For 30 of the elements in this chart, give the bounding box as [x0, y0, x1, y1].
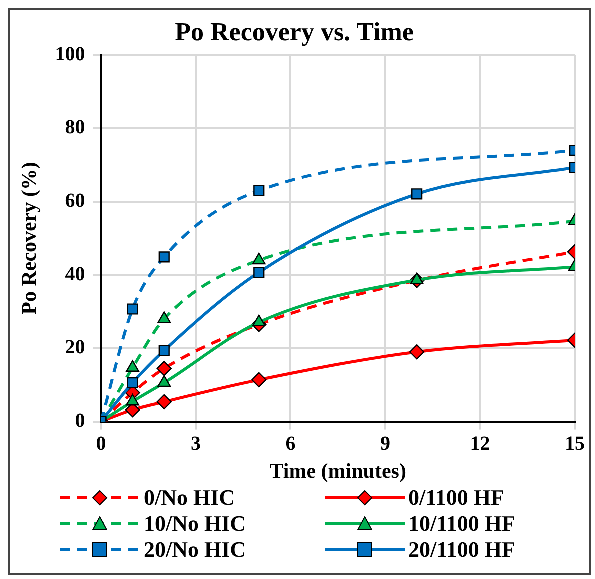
x-tick-label: 6 — [286, 432, 296, 455]
y-tick-label: 0 — [75, 410, 86, 432]
x-tick-label: 0 — [96, 432, 106, 455]
point — [254, 185, 265, 196]
chart-title: Po Recovery vs. Time — [175, 17, 414, 46]
x-tick-label: 15 — [565, 432, 585, 455]
y-axis-title: Po Recovery (%) — [17, 162, 42, 315]
point — [156, 394, 172, 410]
legend-label: 10/No HIC — [144, 511, 246, 537]
point — [127, 304, 138, 315]
point — [252, 372, 267, 388]
legend-label: 0/1100 HF — [408, 485, 504, 511]
x-tick-label: 12 — [470, 432, 490, 455]
point — [254, 267, 265, 278]
point — [156, 361, 172, 376]
x-axis-title: Time (minutes) — [270, 458, 406, 483]
point — [127, 377, 138, 388]
legend-label: 0/No HIC — [144, 485, 236, 511]
y-tick-label: 100 — [55, 43, 86, 66]
legend-label: 20/No HIC — [144, 537, 246, 563]
x-tick-label: 9 — [380, 432, 390, 455]
y-tick-label: 40 — [65, 263, 86, 286]
y-tick-label: 80 — [65, 116, 86, 139]
point — [158, 345, 170, 356]
legend-label: 10/1100 HF — [408, 511, 516, 537]
y-tick-label: 60 — [65, 190, 86, 212]
point — [158, 252, 170, 263]
legend-label: 20/1100 HF — [408, 537, 516, 563]
y-tick-label: 20 — [65, 336, 86, 359]
x-tick-label: 3 — [190, 432, 201, 455]
